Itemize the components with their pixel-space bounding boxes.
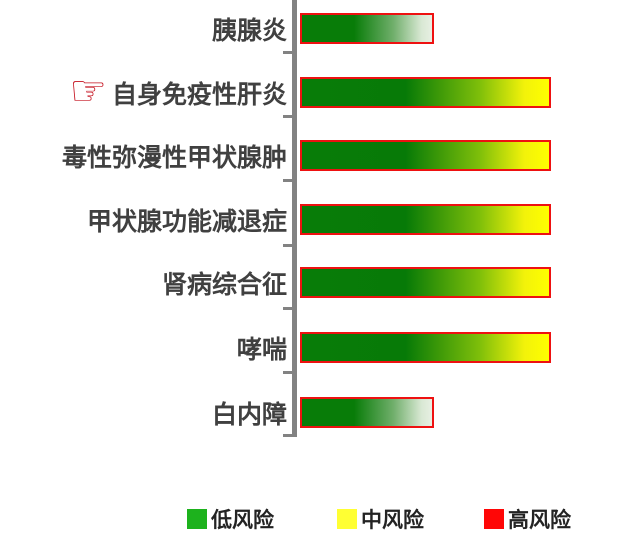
axis-tick bbox=[283, 371, 292, 374]
category-label: 白内障 bbox=[0, 397, 287, 429]
legend-item-high: 高风险 bbox=[484, 504, 571, 534]
legend-item-low: 低风险 bbox=[187, 504, 274, 534]
risk-bar-5 bbox=[300, 332, 551, 363]
risk-bar-6 bbox=[300, 397, 434, 428]
axis-tick bbox=[283, 307, 292, 310]
axis-tick bbox=[283, 115, 292, 118]
category-label: 肾病综合征 bbox=[0, 267, 287, 299]
category-label-text: 胰腺炎 bbox=[211, 16, 287, 45]
legend-label-high: 高风险 bbox=[508, 509, 571, 532]
category-label-highlighted: ☞ 自身免疫性肝炎 bbox=[0, 66, 287, 115]
category-label-text: 肾病综合征 bbox=[161, 270, 287, 299]
axis-tick bbox=[283, 179, 292, 182]
axis-tick bbox=[283, 434, 292, 437]
axis-tick bbox=[283, 244, 292, 247]
category-label: 胰腺炎 bbox=[0, 13, 287, 45]
legend-swatch-1 bbox=[337, 509, 357, 529]
category-label-text: 自身免疫性肝炎 bbox=[111, 80, 287, 109]
category-label-text: 哮喘 bbox=[236, 335, 287, 364]
category-label-text: 毒性弥漫性甲状腺肿 bbox=[61, 143, 287, 172]
category-label: 毒性弥漫性甲状腺肿 bbox=[0, 140, 287, 172]
category-label: 哮喘 bbox=[0, 332, 287, 364]
pointing-hand-icon: ☞ bbox=[69, 66, 107, 115]
legend-item-medium: 中风险 bbox=[337, 504, 424, 534]
axis-tick bbox=[283, 51, 292, 54]
risk-bar-1 bbox=[300, 77, 551, 108]
legend-label-medium: 中风险 bbox=[361, 509, 424, 532]
legend-label-low: 低风险 bbox=[211, 509, 274, 532]
risk-bar-2 bbox=[300, 140, 551, 171]
legend-swatch-2 bbox=[484, 509, 504, 529]
legend-swatch-0 bbox=[187, 509, 207, 529]
category-axis-line bbox=[292, 0, 297, 437]
risk-bar-3 bbox=[300, 204, 551, 235]
risk-bar-0 bbox=[300, 13, 434, 44]
category-label-text: 白内障 bbox=[211, 400, 287, 429]
category-label-text: 甲状腺功能减退症 bbox=[86, 207, 287, 236]
category-label: 甲状腺功能减退症 bbox=[0, 204, 287, 236]
risk-bar-4 bbox=[300, 267, 551, 298]
